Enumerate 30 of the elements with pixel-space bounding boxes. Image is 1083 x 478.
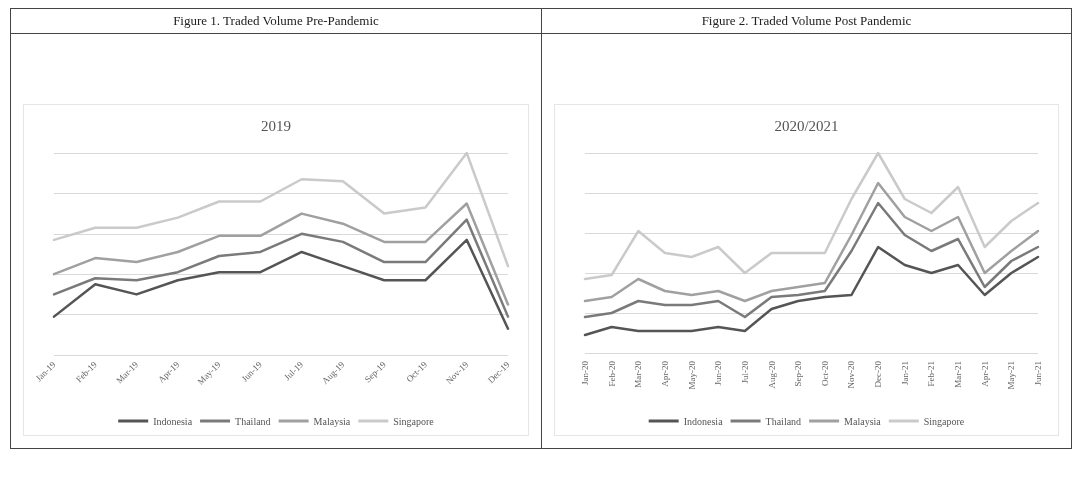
x-tick-label: Feb-21 (926, 361, 937, 387)
x-tick-label: Jan-21 (899, 361, 910, 385)
x-tick-label: Dec-20 (873, 360, 884, 388)
chart-title: Figure 1. Traded Volume Pre-Pandemic (11, 9, 541, 34)
legend-label: Malaysia (313, 415, 351, 427)
x-tick-label: Nov-20 (846, 360, 857, 389)
x-tick-label: Apr-20 (659, 360, 670, 387)
legend-label: Indonesia (683, 415, 724, 427)
x-tick-label: Jan-20 (580, 360, 590, 385)
chart-title: Figure 2. Traded Volume Post Pandemic (542, 9, 1071, 34)
x-tick-label: Sep-20 (793, 360, 804, 387)
legend-label: Singapore (923, 415, 965, 427)
legend-label: Thailand (765, 415, 802, 427)
legend-label: Indonesia (153, 415, 193, 427)
x-tick-label: Oct-20 (819, 360, 830, 386)
legend-label: Thailand (235, 415, 271, 427)
chart-subtitle: 2020/2021 (774, 117, 839, 134)
x-tick-label: Apr-21 (979, 361, 990, 387)
chart-subtitle: 2019 (261, 117, 291, 134)
x-tick-label: Aug-20 (766, 360, 777, 389)
x-tick-label: May-21 (1006, 361, 1017, 390)
x-tick-label: Jun-21 (1033, 361, 1043, 386)
legend-label: Malaysia (844, 415, 882, 427)
x-tick-label: Mar-21 (953, 361, 964, 388)
x-tick-label: Jun-20 (713, 360, 724, 386)
legend-label: Singapore (393, 415, 435, 427)
x-tick-label: Jul-20 (739, 360, 750, 384)
x-tick-label: Feb-20 (606, 360, 617, 387)
x-tick-label: May-20 (686, 360, 697, 390)
x-tick-label: Mar-20 (633, 360, 644, 388)
